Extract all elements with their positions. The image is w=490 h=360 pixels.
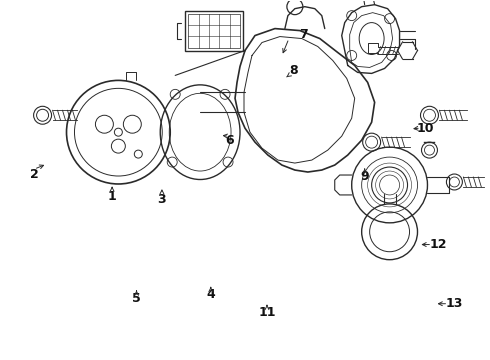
Text: 11: 11 <box>258 306 276 319</box>
Text: 10: 10 <box>417 122 435 135</box>
Text: 4: 4 <box>206 288 215 301</box>
Bar <box>188 14 240 48</box>
Text: 9: 9 <box>361 170 369 183</box>
Text: 3: 3 <box>158 193 166 206</box>
Text: 1: 1 <box>108 190 117 203</box>
Text: 2: 2 <box>29 168 38 181</box>
Text: 7: 7 <box>299 28 308 41</box>
Text: 6: 6 <box>225 134 234 147</box>
Text: 8: 8 <box>290 64 298 77</box>
Bar <box>185 11 243 50</box>
Text: 5: 5 <box>132 292 141 305</box>
Text: 12: 12 <box>429 238 447 251</box>
Text: 13: 13 <box>445 297 463 310</box>
